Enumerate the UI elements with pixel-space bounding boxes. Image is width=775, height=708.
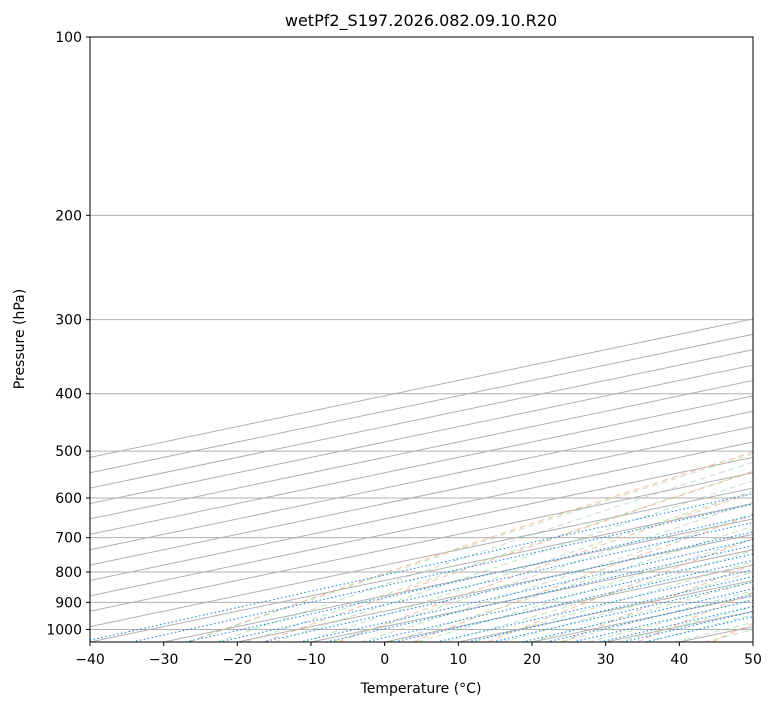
- x-tick-label: −30: [149, 652, 179, 668]
- y-tick-label: 300: [55, 313, 82, 329]
- moist-adiabat-line: [245, 470, 753, 642]
- moist-adiabat-line: [445, 549, 753, 642]
- y-tick-label: 200: [55, 208, 82, 224]
- x-tick-label: 20: [523, 652, 541, 668]
- mixing-ratio-line: [521, 588, 753, 642]
- mixing-ratio-line: [572, 599, 753, 642]
- isotherm-line: [90, 456, 753, 597]
- plot-frame: [89, 36, 754, 643]
- moist-adiabat-line: [473, 561, 753, 642]
- grid-group: [90, 37, 753, 630]
- isotherm-line: [90, 318, 753, 458]
- moist-adiabat-line: [331, 501, 753, 642]
- isotherm-line: [90, 410, 753, 551]
- moist-adiabat-line: [559, 590, 753, 642]
- moist-adiabat-line: [216, 461, 753, 642]
- isotherm-line: [90, 472, 753, 612]
- x-tick-label: −10: [296, 652, 326, 668]
- y-tick-label: 400: [55, 387, 82, 403]
- x-tick-label: 0: [380, 652, 389, 668]
- moist-adiabat-line: [530, 581, 753, 642]
- moist-adiabat-line: [187, 453, 753, 642]
- y-axis-title: Pressure (hPa): [12, 289, 28, 389]
- isotherm-line: [90, 333, 753, 474]
- y-tick-label: 500: [55, 444, 82, 460]
- x-tick-label: −20: [223, 652, 253, 668]
- isotherm-line: [90, 426, 753, 566]
- dry-adiabat-group: [188, 451, 753, 642]
- y-tick-label: 700: [55, 531, 82, 547]
- x-tick-label: 10: [449, 652, 467, 668]
- x-axis-title: Temperature (°C): [360, 681, 482, 697]
- moist-adiabat-group: [187, 453, 753, 642]
- mixing-ratio-line: [262, 531, 753, 642]
- mixing-ratio-line: [546, 593, 753, 642]
- y-axis: 100 200 300 400 500 600 700 800 900 1000: [46, 30, 90, 638]
- dry-adiabat-line: [338, 492, 753, 642]
- chart-title: wetPf2_S197.2026.082.09.10.R20: [285, 11, 557, 31]
- y-tick-label: 900: [55, 595, 82, 611]
- mixing-ratio-line: [492, 581, 753, 642]
- isotherm-line: [237, 533, 753, 642]
- y-tick-label: 800: [55, 565, 82, 581]
- isotherm-line: [163, 518, 753, 642]
- x-tick-label: 30: [597, 652, 615, 668]
- x-tick-label: −40: [75, 652, 105, 668]
- mixing-ratio-line: [394, 559, 753, 642]
- x-axis: −40 −30 −20 −10 0 10 20 30 40 50: [75, 642, 762, 668]
- y-tick-label: 600: [55, 491, 82, 507]
- mixing-ratio-line: [467, 575, 753, 642]
- isotherm-line: [90, 487, 753, 628]
- y-tick-label: 100: [55, 30, 82, 46]
- dry-adiabat-line: [412, 514, 753, 642]
- x-tick-label: 40: [670, 652, 688, 668]
- moist-adiabat-line: [388, 525, 753, 642]
- mixing-ratio-line: [436, 569, 753, 642]
- mixing-ratio-line: [365, 553, 753, 642]
- isotherm-line: [90, 441, 753, 581]
- mixing-ratio-line: [90, 493, 753, 641]
- mixing-ratio-line: [131, 503, 753, 642]
- moist-adiabat-line: [303, 490, 753, 642]
- y-tick-label: 1000: [46, 622, 82, 638]
- x-tick-label: 50: [744, 652, 762, 668]
- mixing-ratio-group: [90, 493, 753, 642]
